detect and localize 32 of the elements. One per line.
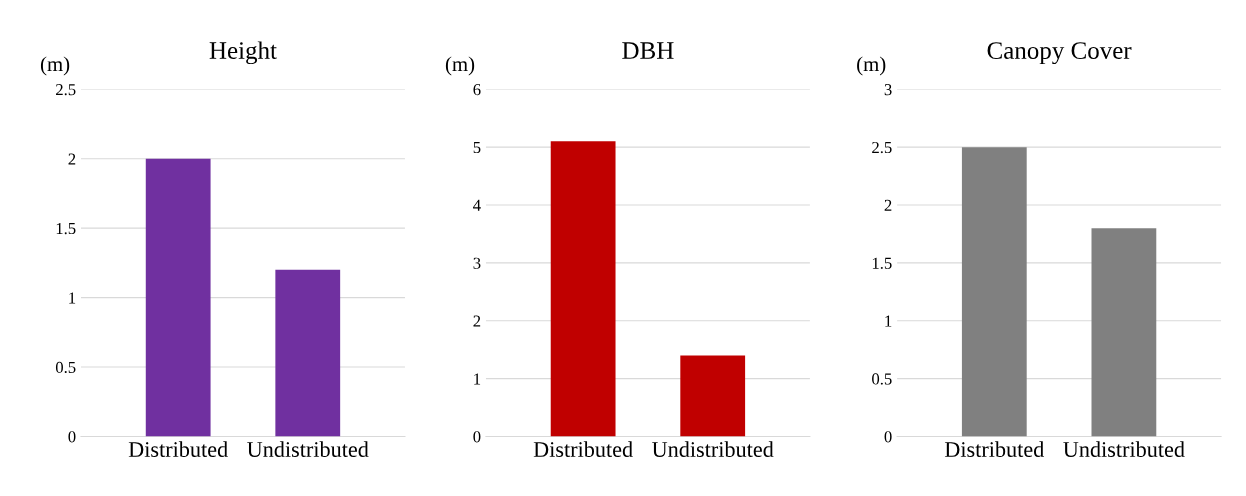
y-tick-label: 1 bbox=[885, 315, 892, 327]
y-tick-label: 2 bbox=[473, 315, 481, 327]
x-tick-label: Undistributed bbox=[1063, 441, 1185, 457]
chart-title: Height bbox=[209, 41, 277, 65]
x-tick-label: Distributed bbox=[944, 441, 1045, 457]
y-tick-label: 0.5 bbox=[872, 373, 892, 385]
y-tick-label: 1.5 bbox=[872, 257, 892, 269]
chart-title: Canopy Cover bbox=[987, 42, 1132, 65]
x-tick-label: Distributed bbox=[128, 441, 228, 457]
y-axis-title: (m) bbox=[40, 56, 70, 76]
y-tick-label: 6 bbox=[473, 84, 481, 96]
y-axis-title: (m) bbox=[445, 56, 475, 76]
y-tick-label: 0 bbox=[68, 431, 76, 443]
chart-title: DBH bbox=[622, 42, 674, 59]
y-tick-label: 3 bbox=[473, 257, 481, 269]
y-tick-label: 5 bbox=[473, 142, 481, 154]
y-tick-label: 2 bbox=[884, 199, 892, 211]
y-tick-label: 3 bbox=[884, 84, 892, 96]
x-tick-label: Undistributed bbox=[652, 441, 774, 457]
y-tick-label: 1 bbox=[474, 373, 481, 385]
y-tick-label: 2.5 bbox=[56, 84, 76, 96]
y-tick-label: 4 bbox=[473, 199, 481, 211]
y-tick-label: 2 bbox=[68, 153, 76, 165]
y-tick-label: 1 bbox=[69, 292, 76, 304]
y-tick-label: 0 bbox=[473, 431, 481, 443]
x-tick-label: Undistributed bbox=[247, 441, 369, 457]
x-tick-label: Distributed bbox=[533, 441, 633, 457]
y-tick-label: 0 bbox=[884, 431, 892, 443]
y-tick-label: 2.5 bbox=[872, 141, 892, 154]
y-tick-label: 1.5 bbox=[56, 222, 76, 235]
y-tick-label: 0.5 bbox=[55, 361, 76, 374]
y-axis-title: (m) bbox=[857, 56, 886, 76]
